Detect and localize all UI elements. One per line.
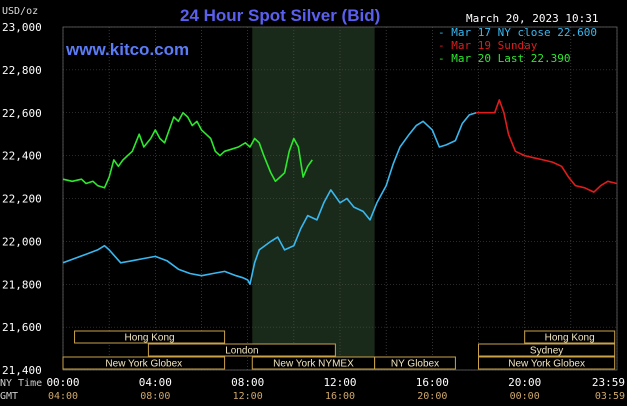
gmt-label: GMT: [0, 391, 18, 402]
x-tick-label-gmt: 08:00: [140, 391, 170, 402]
y-tick-label: 22,800: [2, 64, 42, 77]
y-tick-label: 22,000: [2, 235, 42, 248]
ny-time-label: NY Time: [0, 378, 42, 389]
legend-entry-mar17: - Mar 17 NY close 22.600: [438, 26, 597, 39]
series-line: [476, 99, 617, 193]
y-tick-label: 21,800: [2, 278, 42, 291]
session-bar: [62, 356, 226, 370]
session-label: New York Globex: [105, 359, 182, 370]
y-tick-label: 22,200: [2, 193, 42, 206]
session-bar: [147, 343, 336, 357]
session-label: Sydney: [530, 346, 563, 357]
legend-swatch: -: [438, 26, 445, 39]
chart-title: 24 Hour Spot Silver (Bid): [180, 6, 381, 25]
x-tick-label: 20:00: [508, 376, 541, 389]
session-label: London: [225, 346, 258, 357]
x-tick-label: 16:00: [416, 376, 449, 389]
session-label: New York Globex: [508, 359, 585, 370]
site-link[interactable]: www.kitco.com: [66, 40, 190, 59]
y-tick-label: 21,600: [2, 321, 42, 334]
x-tick-label-gmt: 20:00: [417, 391, 447, 402]
session-bar: [524, 330, 616, 344]
session-bar: [478, 343, 616, 357]
series-lines: [62, 99, 617, 286]
series-line: [62, 111, 477, 286]
session-label: NY Globex: [391, 359, 439, 370]
x-tick-label: 08:00: [231, 376, 264, 389]
x-tick-label-gmt: 16:00: [325, 391, 355, 402]
y-axis-ticks: 23,000 22,800 22,600 22,400 22,200 22,000 21,8…: [2, 21, 42, 377]
session-bar: [74, 330, 226, 344]
legend-entry-mar20: - Mar 20 Last 22.390: [438, 52, 570, 65]
x-tick-label-gmt: 03:59: [595, 391, 625, 402]
y-tick-label: 23,000: [2, 21, 42, 34]
x-tick-label: 12:00: [323, 376, 356, 389]
legend-label: Mar 17 NY close 22.600: [451, 26, 597, 39]
y-tick-label: 22,400: [2, 150, 42, 163]
y-tick-label: 22,600: [2, 107, 42, 120]
session-bars: Hong Kong London New York Globex New York N…: [62, 330, 616, 370]
legend-label: Mar 19 Sunday: [451, 39, 538, 52]
session-bar: [478, 356, 616, 370]
plot-border: [62, 26, 618, 371]
unit-label: USD/oz: [2, 6, 39, 17]
session-label: Hong Kong: [545, 333, 595, 344]
session-label: Hong Kong: [125, 333, 175, 344]
y-tick-label: 21,400: [2, 364, 42, 377]
x-tick-label: 00:00: [46, 376, 79, 389]
legend-label: Mar 20 Last 22.390: [451, 52, 571, 65]
legend-swatch: -: [438, 39, 445, 52]
grid: [62, 26, 618, 371]
x-tick-label: 04:00: [139, 376, 172, 389]
x-axis-ticks: 00:00 04:00 04:00 08:00 08:00 12:00 12:00 16:00…: [46, 376, 625, 402]
legend-swatch: -: [438, 52, 445, 65]
series-line: [62, 111, 313, 189]
session-bar: [374, 356, 456, 370]
x-tick-label: 23:59: [592, 376, 625, 389]
legend-entry-mar19: - Mar 19 Sunday: [438, 39, 537, 52]
session-label: New York NYMEX: [273, 359, 354, 370]
datetime-label: March 20, 2023 10:31: [466, 12, 599, 25]
x-tick-label-gmt: 04:00: [48, 391, 78, 402]
x-tick-label-gmt: 12:00: [233, 391, 263, 402]
x-tick-label-gmt: 00:00: [510, 391, 540, 402]
